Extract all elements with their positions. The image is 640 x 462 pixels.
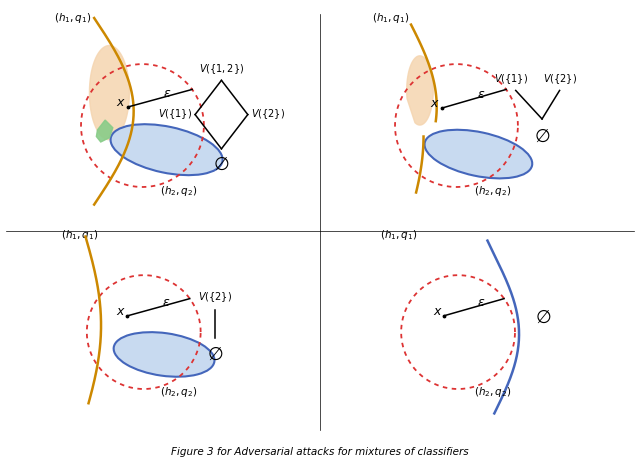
Text: $(h_1, q_1)$: $(h_1, q_1)$ bbox=[380, 228, 417, 242]
Text: $(h_1, q_1)$: $(h_1, q_1)$ bbox=[54, 11, 91, 25]
Text: $(h_2, q_2)$: $(h_2, q_2)$ bbox=[474, 385, 512, 399]
Text: $(h_2, q_2)$: $(h_2, q_2)$ bbox=[160, 385, 198, 399]
Text: $x$: $x$ bbox=[116, 96, 126, 109]
Text: $V(\{2\})$: $V(\{2\})$ bbox=[543, 72, 577, 86]
Text: $(h_1, q_1)$: $(h_1, q_1)$ bbox=[372, 11, 410, 25]
Text: $\epsilon$: $\epsilon$ bbox=[163, 87, 172, 100]
Ellipse shape bbox=[114, 332, 214, 377]
Ellipse shape bbox=[111, 124, 223, 175]
Text: $x$: $x$ bbox=[433, 305, 442, 318]
Text: $(h_2, q_2)$: $(h_2, q_2)$ bbox=[160, 183, 198, 198]
Text: $\emptyset$: $\emptyset$ bbox=[535, 309, 552, 327]
Polygon shape bbox=[406, 56, 433, 125]
Text: $(h_2, q_2)$: $(h_2, q_2)$ bbox=[474, 183, 511, 198]
Text: $V(\{1\})$: $V(\{1\})$ bbox=[158, 108, 192, 122]
Text: $(h_1, q_1)$: $(h_1, q_1)$ bbox=[61, 228, 99, 242]
Text: $V(\{2\})$: $V(\{2\})$ bbox=[251, 108, 285, 122]
Polygon shape bbox=[90, 46, 129, 140]
Text: $V(\{1\})$: $V(\{1\})$ bbox=[494, 72, 529, 86]
Text: $\epsilon$: $\epsilon$ bbox=[162, 296, 170, 309]
Text: $\emptyset$: $\emptyset$ bbox=[207, 346, 223, 365]
Text: $\emptyset$: $\emptyset$ bbox=[534, 128, 550, 146]
Text: $\emptyset$: $\emptyset$ bbox=[213, 155, 230, 173]
Text: Figure 3 for Adversarial attacks for mixtures of classifiers: Figure 3 for Adversarial attacks for mix… bbox=[171, 447, 469, 457]
Text: $V(\{2\})$: $V(\{2\})$ bbox=[198, 290, 232, 304]
Text: $\epsilon$: $\epsilon$ bbox=[477, 296, 485, 309]
Polygon shape bbox=[97, 120, 113, 142]
Ellipse shape bbox=[424, 130, 532, 178]
Text: $V(\{1,2\})$: $V(\{1,2\})$ bbox=[199, 62, 244, 76]
Text: $x$: $x$ bbox=[116, 305, 126, 318]
Text: $\epsilon$: $\epsilon$ bbox=[477, 88, 486, 101]
Text: $x$: $x$ bbox=[430, 97, 440, 110]
